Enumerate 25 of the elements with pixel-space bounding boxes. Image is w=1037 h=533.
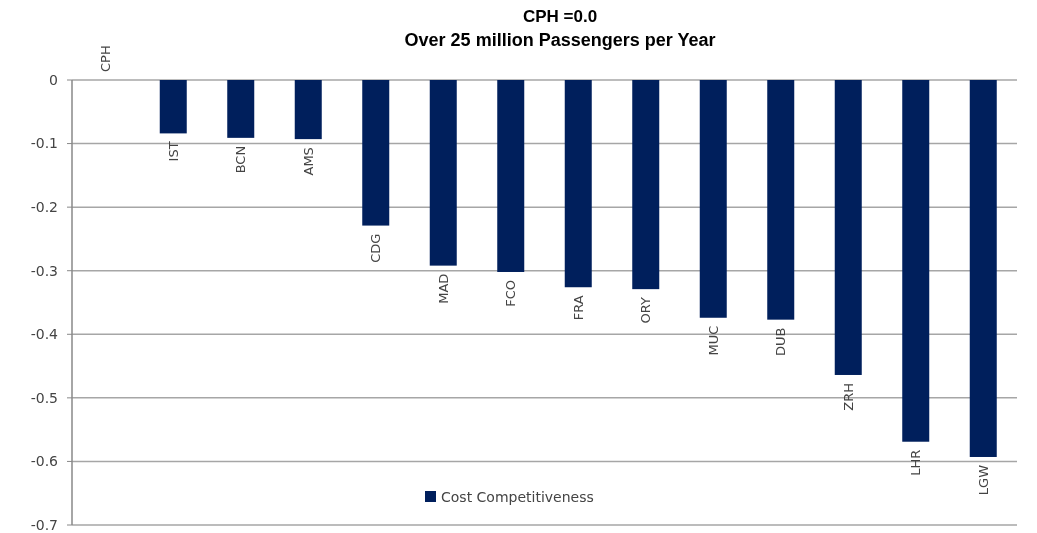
legend-label: Cost Competitiveness [441, 488, 594, 505]
y-tick-label: 0 [49, 71, 58, 88]
x-tick-label: FCO [503, 279, 519, 307]
x-tick-label: ORY [638, 297, 654, 324]
chart-title: CPH =0.0 [522, 7, 598, 26]
x-tick-label: FRA [570, 295, 586, 321]
x-tick-label: AMS [300, 147, 316, 176]
x-tick-label: CPH [98, 45, 114, 72]
y-tick-label: -0.7 [30, 516, 58, 533]
y-tick-label: -0.2 [30, 199, 58, 216]
x-tick-label: MAD [435, 273, 451, 304]
y-tick-label: -0.4 [30, 326, 59, 343]
y-tick-label: -0.1 [30, 135, 58, 152]
x-tick-label: DUB [773, 327, 789, 357]
x-tick-label: CDG [368, 233, 384, 263]
x-tick-label: LHR [908, 449, 924, 476]
x-tick-label: ZRH [840, 382, 856, 411]
y-tick-label: -0.5 [30, 389, 58, 406]
x-tick-label: MUC [705, 325, 721, 356]
chart-subtitle: Over 25 million Passengers per Year [404, 30, 716, 50]
y-tick-label: -0.3 [30, 262, 58, 279]
y-tick-label: -0.6 [30, 453, 59, 470]
x-tick-label: LGW [975, 464, 991, 496]
x-tick-label: IST [165, 141, 181, 162]
x-tick-label: BCN [233, 145, 249, 174]
